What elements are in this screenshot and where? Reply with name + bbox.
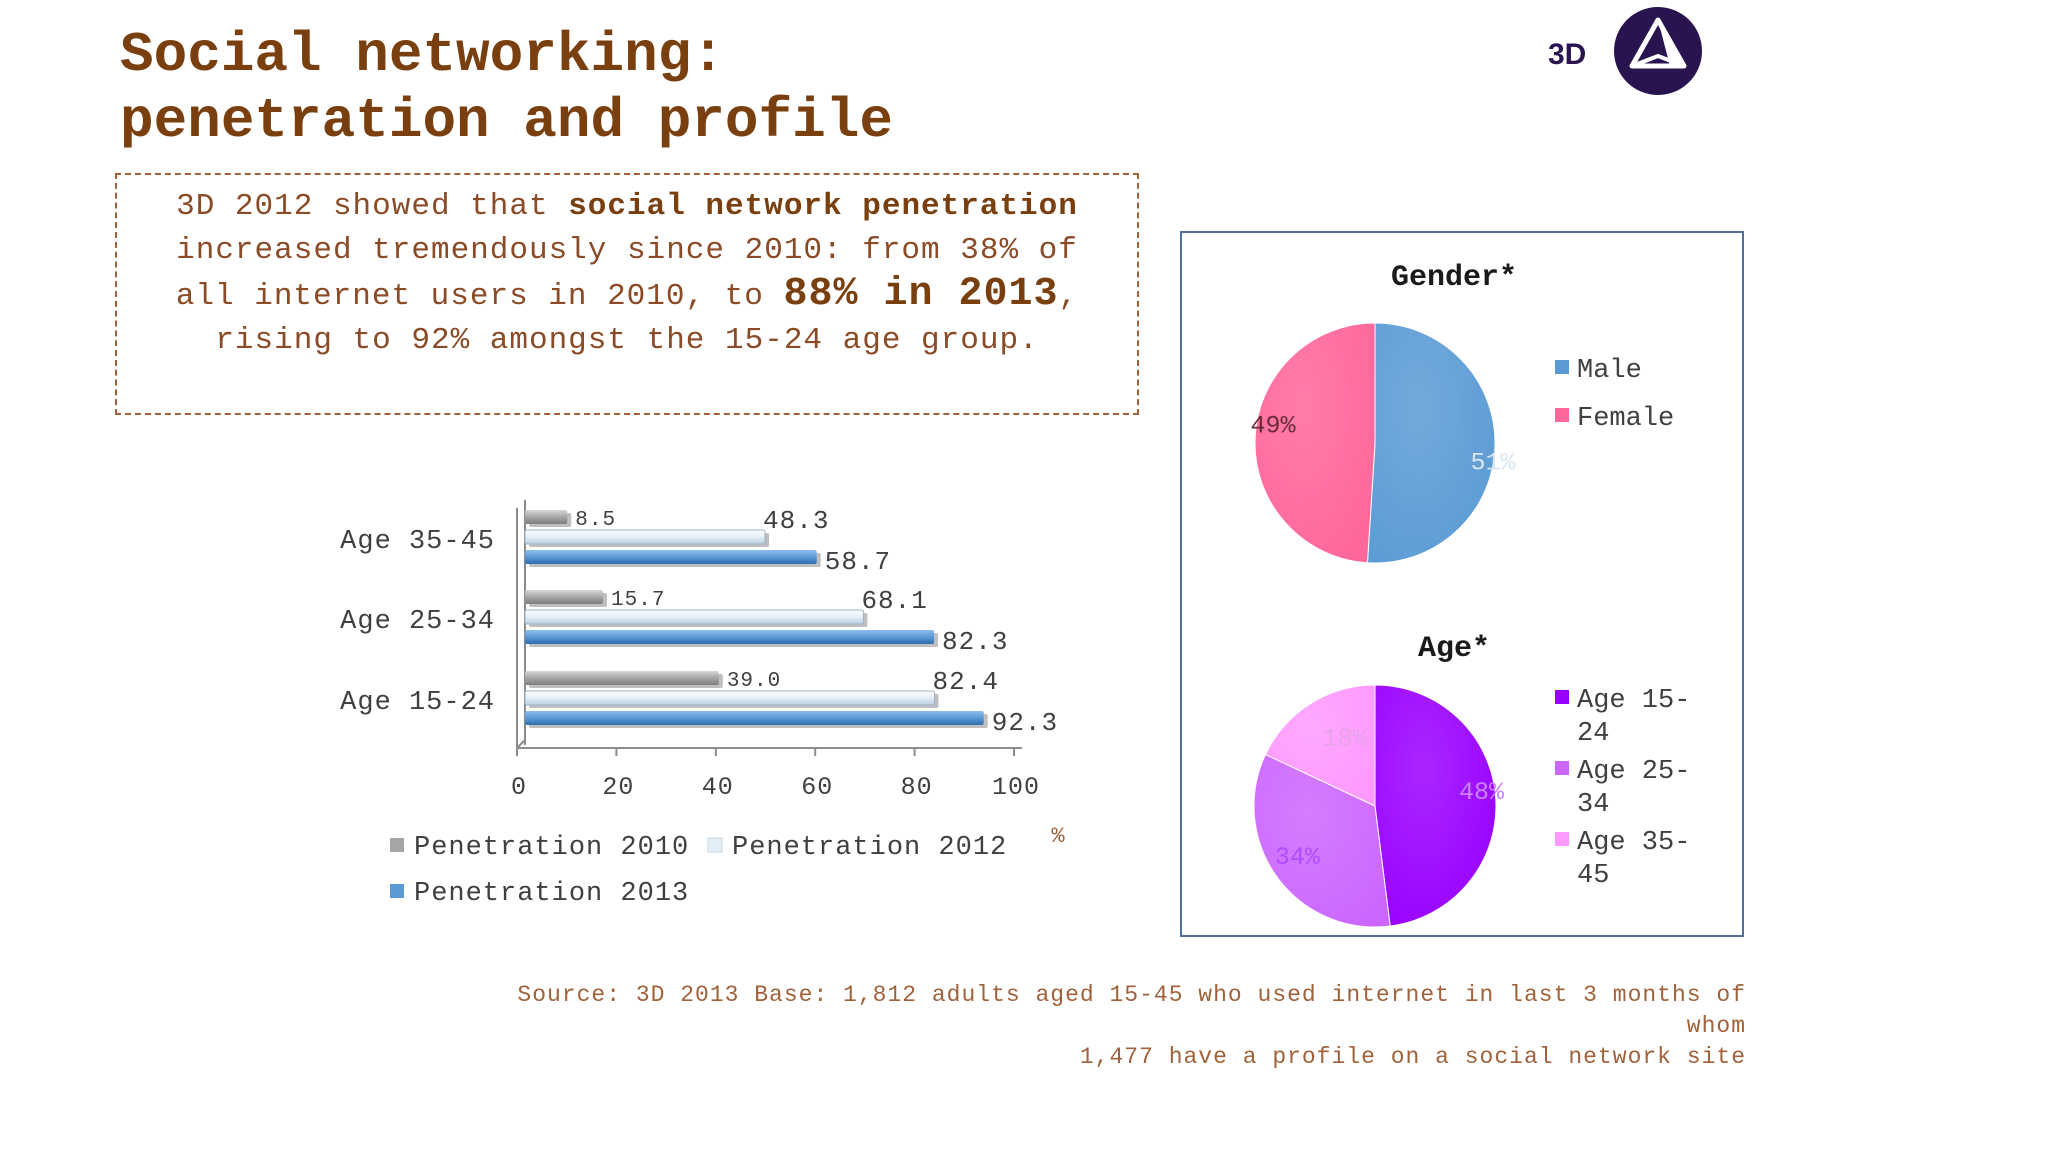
legend-label: Penetration 2012	[732, 833, 1007, 863]
page-title: Social networking: penetration and profi…	[120, 22, 893, 154]
data-label: 8.5	[575, 509, 616, 532]
x-tick-label: 20	[602, 773, 634, 802]
title-line-1: Social networking:	[120, 23, 725, 87]
x-axis-unit-label: %	[1051, 824, 1065, 849]
pie-slice-age-35-45	[1264, 684, 1376, 807]
summary-callout: 3D 2012 showed that social network penet…	[115, 173, 1139, 415]
x-tick-label: 100	[992, 773, 1040, 802]
legend-swatch	[1555, 360, 1569, 374]
legend-swatch	[1555, 690, 1569, 704]
pie-charts: Gender* 51% 49% Male Female Age* 48% 34% 18% Age …	[1251, 261, 1690, 928]
source-line-3: 1,477 have a profile on a social network…	[1079, 1044, 1746, 1070]
bar-penetration-2010	[525, 590, 604, 604]
legend-label: 24	[1577, 719, 1609, 749]
legend-swatch	[1555, 832, 1569, 846]
data-label: 15.7	[611, 589, 665, 612]
callout-big-figure: 88% in 2013	[783, 272, 1059, 317]
logo-text: 3D	[1548, 38, 1587, 71]
legend-swatch	[707, 837, 723, 853]
bar-penetration-2010	[525, 510, 568, 524]
legend-label: Age 25-	[1577, 757, 1690, 787]
brand-logo: 3D	[1548, 6, 1708, 96]
axis-corner	[516, 739, 526, 749]
legend-label: 45	[1577, 861, 1609, 891]
legend-swatch	[390, 838, 404, 852]
legend-label: Penetration 2010	[414, 833, 689, 863]
bar-penetration-2013	[525, 550, 817, 564]
title-line-2: penetration and profile	[120, 89, 893, 153]
pie-slice-female	[1254, 322, 1376, 564]
legend-swatch	[1555, 408, 1569, 422]
pie-data-label: 18%	[1322, 725, 1368, 754]
x-tick-label: 0	[511, 773, 527, 802]
pie-data-label: 34%	[1275, 843, 1321, 872]
x-tick-label: 40	[702, 773, 734, 802]
legend-label: Age 15-	[1577, 686, 1690, 716]
pyramid-icon	[1614, 7, 1702, 95]
pie-charts-panel: Gender* 51% 49% Male Female Age* 48% 34% 18% Age …	[1180, 231, 1744, 937]
data-label: 68.1	[861, 586, 927, 616]
callout-text-1: 3D 2012 showed that	[176, 189, 569, 224]
pie-data-label: 48%	[1459, 778, 1505, 807]
x-tick-label: 60	[801, 773, 833, 802]
data-label: 82.3	[942, 627, 1008, 657]
source-line-2: whom	[1686, 1013, 1746, 1039]
pie-slice-age-15-24	[1374, 684, 1497, 927]
category-label: Age 35-45	[340, 527, 495, 557]
legend-label: Female	[1577, 404, 1674, 434]
legend-label: Penetration 2013	[414, 879, 689, 909]
legend-label: 34	[1577, 790, 1609, 820]
pie-data-label: 51%	[1470, 448, 1516, 477]
pie-slice-male	[1366, 322, 1496, 564]
legend-label: Age 35-	[1577, 828, 1690, 858]
data-label: 92.3	[992, 708, 1058, 738]
legend-label: Male	[1577, 356, 1642, 386]
source-note: Source: 3D 2013 Base: 1,812 adults aged …	[420, 980, 1746, 1073]
bar-penetration-2010	[525, 671, 719, 685]
callout-highlight: social network penetration	[568, 189, 1078, 224]
bar-penetration-2012	[524, 529, 766, 545]
category-label: Age 15-24	[340, 688, 495, 718]
callout-text-2: increased tremendously since 2010: from …	[175, 233, 1078, 314]
legend-swatch	[390, 884, 404, 898]
bar-chart-bars	[524, 510, 988, 728]
callout-text-3: , rising to 92% amongst the 15-24 age gr…	[215, 279, 1079, 358]
legend-swatch	[1555, 761, 1569, 775]
penetration-bar-chart: 0 20 40 60 80 100% Age 35-45 Age 25-34 Age 15-24…	[340, 500, 1065, 909]
bar-penetration-2012	[524, 690, 936, 706]
data-label: 48.3	[763, 506, 829, 536]
bar-penetration-2013	[525, 630, 935, 644]
bar-penetration-2013	[525, 711, 984, 725]
data-label: 82.4	[933, 667, 999, 697]
bar-chart-labels: 0 20 40 60 80 100% Age 35-45 Age 25-34 Age 15-24…	[340, 506, 1065, 909]
bar-penetration-2012	[524, 609, 864, 625]
source-line-1: Source: 3D 2013 Base: 1,812 adults aged …	[517, 982, 1746, 1008]
data-label: 39.0	[727, 670, 781, 693]
pie-title: Gender*	[1391, 261, 1517, 295]
x-tick-label: 80	[901, 773, 933, 802]
category-label: Age 25-34	[340, 607, 495, 637]
pie-title: Age*	[1418, 632, 1490, 666]
data-label: 58.7	[825, 547, 891, 577]
pie-data-label: 49%	[1251, 412, 1297, 441]
